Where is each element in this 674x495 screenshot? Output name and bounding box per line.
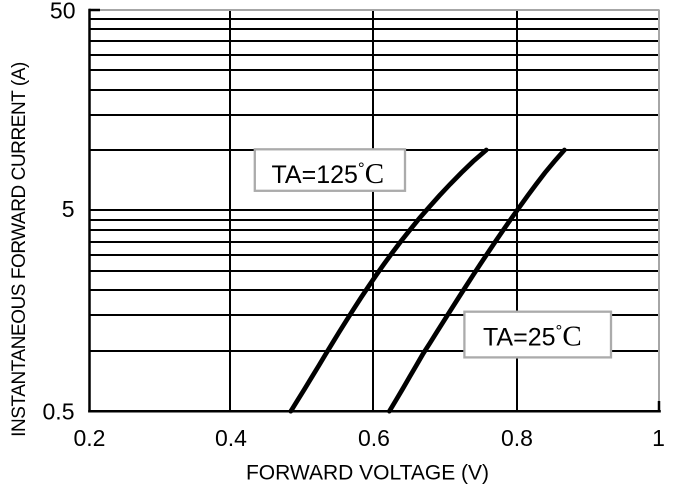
svg-text:1: 1 xyxy=(652,425,665,451)
svg-text:0.8: 0.8 xyxy=(501,425,533,451)
svg-text:0.4: 0.4 xyxy=(215,425,247,451)
svg-text:50: 50 xyxy=(50,0,76,23)
svg-text:INSTANTANEOUS FORWARD CURRENT: INSTANTANEOUS FORWARD CURRENT (A) xyxy=(9,62,30,437)
svg-text:FORWARD VOLTAGE (V): FORWARD VOLTAGE (V) xyxy=(246,461,489,484)
svg-text:TA=125°C: TA=125°C xyxy=(272,158,385,190)
svg-text:TA=25°C: TA=25°C xyxy=(483,321,582,353)
svg-text:0.6: 0.6 xyxy=(358,425,390,451)
svg-text:0.5: 0.5 xyxy=(43,399,75,425)
svg-text:5: 5 xyxy=(62,196,75,222)
svg-text:0.2: 0.2 xyxy=(74,425,106,451)
